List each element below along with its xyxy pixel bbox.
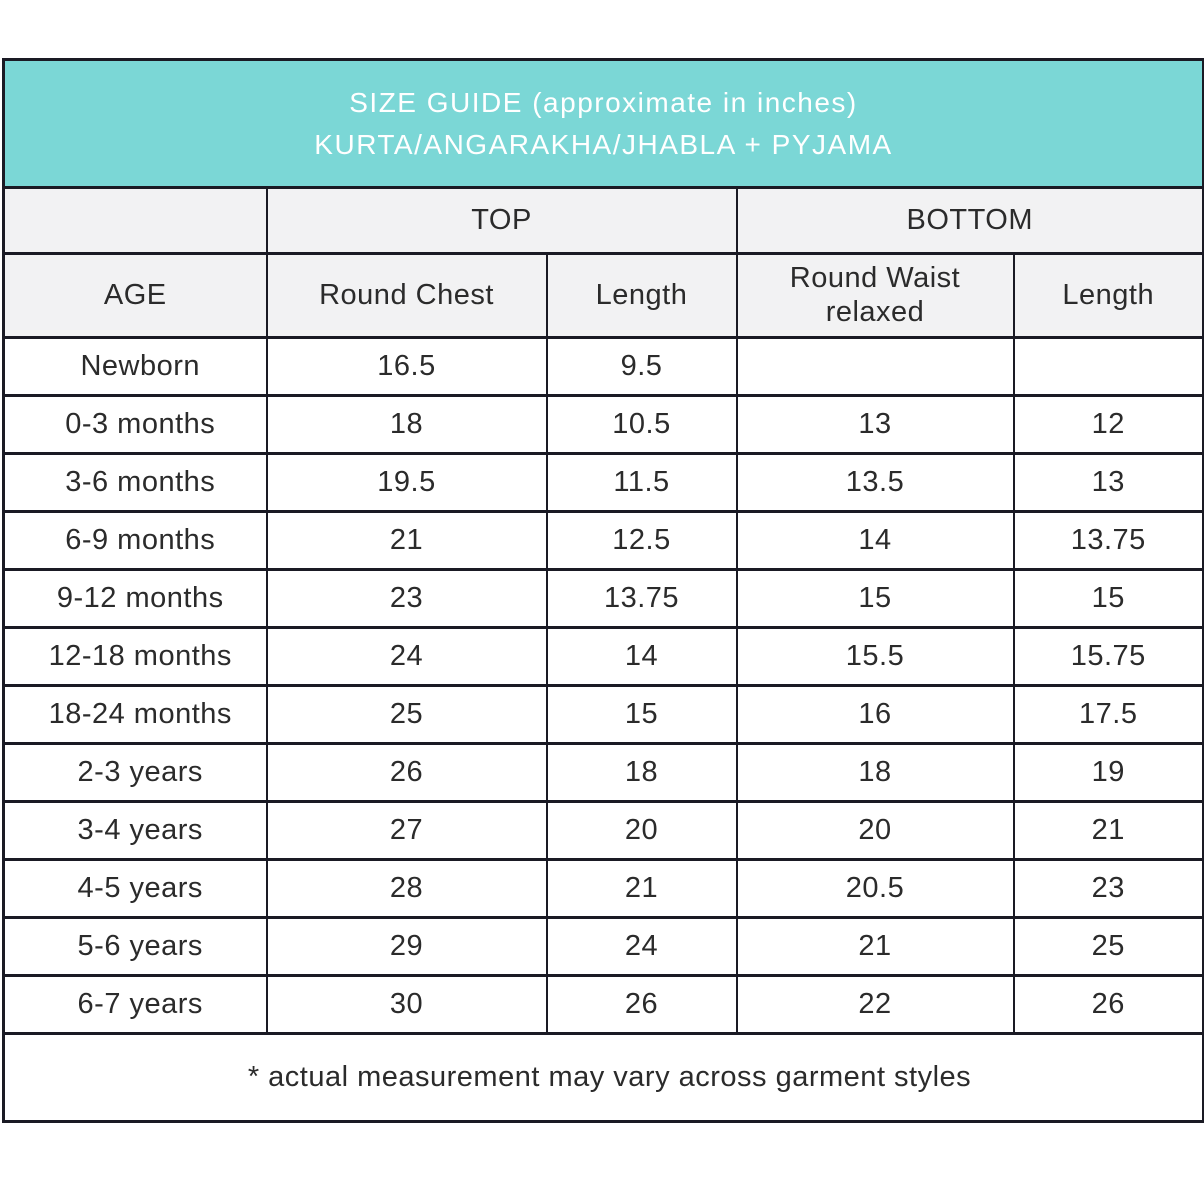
value-cell: 15.5 [735, 626, 1015, 687]
table-row: 18-24 months 25 15 16 17.5 [2, 684, 1204, 745]
value-cell: 29 [265, 916, 548, 977]
value-cell: 26 [1012, 974, 1204, 1035]
value-cell: 9.5 [545, 336, 738, 397]
value-cell: 16.5 [265, 336, 548, 397]
table-row: 6-9 months 21 12.5 14 13.75 [2, 510, 1204, 571]
value-cell: 13.5 [735, 452, 1015, 513]
age-cell: 9-12 months [2, 568, 268, 629]
column-header-top-length: Length [545, 252, 738, 339]
age-cell: 6-9 months [2, 510, 268, 571]
table-row: 0-3 months 18 10.5 13 12 [2, 394, 1204, 455]
value-cell: 18 [735, 742, 1015, 803]
age-cell: 0-3 months [2, 394, 268, 455]
title-row: SIZE GUIDE (approximate in inches) KURTA… [2, 58, 1204, 189]
value-cell: 22 [735, 974, 1015, 1035]
value-cell: 20 [545, 800, 738, 861]
column-header-bottom-length: Length [1012, 252, 1204, 339]
table-row: 12-18 months 24 14 15.5 15.75 [2, 626, 1204, 687]
value-cell: 13 [735, 394, 1015, 455]
value-cell: 14 [735, 510, 1015, 571]
value-cell: 17.5 [1012, 684, 1204, 745]
age-cell: 3-6 months [2, 452, 268, 513]
column-header-top-round-chest: Round Chest [265, 252, 548, 339]
value-cell: 24 [265, 626, 548, 687]
column-header-age: AGE [2, 252, 268, 339]
table-row: 6-7 years 30 26 22 26 [2, 974, 1204, 1035]
group-header-bottom: BOTTOM [735, 186, 1204, 255]
value-cell: 13.75 [1012, 510, 1204, 571]
column-header-bottom-round-waist: Round Waist relaxed [735, 252, 1015, 339]
table-row: 3-4 years 27 20 20 21 [2, 800, 1204, 861]
value-cell: 18 [545, 742, 738, 803]
value-cell: 21 [735, 916, 1015, 977]
title-line-1: SIZE GUIDE (approximate in inches) [349, 86, 858, 118]
age-cell: Newborn [2, 336, 268, 397]
value-cell: 21 [265, 510, 548, 571]
value-cell: 21 [1012, 800, 1204, 861]
value-cell: 18 [265, 394, 548, 455]
value-cell: 26 [545, 974, 738, 1035]
age-cell: 2-3 years [2, 742, 268, 803]
footnote-text: * actual measurement may vary across gar… [2, 1032, 1204, 1123]
age-cell: 5-6 years [2, 916, 268, 977]
table-row: 4-5 years 28 21 20.5 23 [2, 858, 1204, 919]
value-cell: 13.75 [545, 568, 738, 629]
age-cell: 4-5 years [2, 858, 268, 919]
value-cell [1012, 336, 1204, 397]
value-cell: 28 [265, 858, 548, 919]
title-line-2: KURTA/ANGARAKHA/JHABLA + PYJAMA [314, 128, 893, 160]
value-cell: 20.5 [735, 858, 1015, 919]
value-cell: 15 [1012, 568, 1204, 629]
table-body: Newborn 16.5 9.5 0-3 months 18 10.5 13 12 3-6 mo… [2, 336, 1204, 1035]
value-cell: 24 [545, 916, 738, 977]
group-header-top: TOP [265, 186, 738, 255]
value-cell: 15.75 [1012, 626, 1204, 687]
value-cell: 23 [1012, 858, 1204, 919]
table-row: Newborn 16.5 9.5 [2, 336, 1204, 397]
value-cell: 19 [1012, 742, 1204, 803]
group-header-row: TOP BOTTOM [2, 186, 1204, 255]
footnote-row: * actual measurement may vary across gar… [2, 1032, 1204, 1123]
value-cell: 12 [1012, 394, 1204, 455]
table-row: 3-6 months 19.5 11.5 13.5 13 [2, 452, 1204, 513]
age-cell: 18-24 months [2, 684, 268, 745]
age-cell: 6-7 years [2, 974, 268, 1035]
value-cell: 25 [265, 684, 548, 745]
value-cell: 16 [735, 684, 1015, 745]
value-cell: 20 [735, 800, 1015, 861]
value-cell: 26 [265, 742, 548, 803]
size-guide-title: SIZE GUIDE (approximate in inches) KURTA… [2, 58, 1204, 189]
value-cell: 15 [545, 684, 738, 745]
column-header-row: AGE Round Chest Length Round Waist relax… [2, 252, 1204, 339]
table-row: 2-3 years 26 18 18 19 [2, 742, 1204, 803]
size-guide-panel: SIZE GUIDE (approximate in inches) KURTA… [2, 58, 1204, 1123]
value-cell [735, 336, 1015, 397]
table-row: 5-6 years 29 24 21 25 [2, 916, 1204, 977]
size-guide-table: SIZE GUIDE (approximate in inches) KURTA… [2, 58, 1204, 1123]
value-cell: 30 [265, 974, 548, 1035]
value-cell: 21 [545, 858, 738, 919]
corner-cell [2, 186, 268, 255]
age-cell: 3-4 years [2, 800, 268, 861]
age-cell: 12-18 months [2, 626, 268, 687]
value-cell: 12.5 [545, 510, 738, 571]
value-cell: 13 [1012, 452, 1204, 513]
value-cell: 11.5 [545, 452, 738, 513]
value-cell: 19.5 [265, 452, 548, 513]
value-cell: 14 [545, 626, 738, 687]
value-cell: 25 [1012, 916, 1204, 977]
value-cell: 15 [735, 568, 1015, 629]
table-row: 9-12 months 23 13.75 15 15 [2, 568, 1204, 629]
value-cell: 10.5 [545, 394, 738, 455]
value-cell: 23 [265, 568, 548, 629]
value-cell: 27 [265, 800, 548, 861]
